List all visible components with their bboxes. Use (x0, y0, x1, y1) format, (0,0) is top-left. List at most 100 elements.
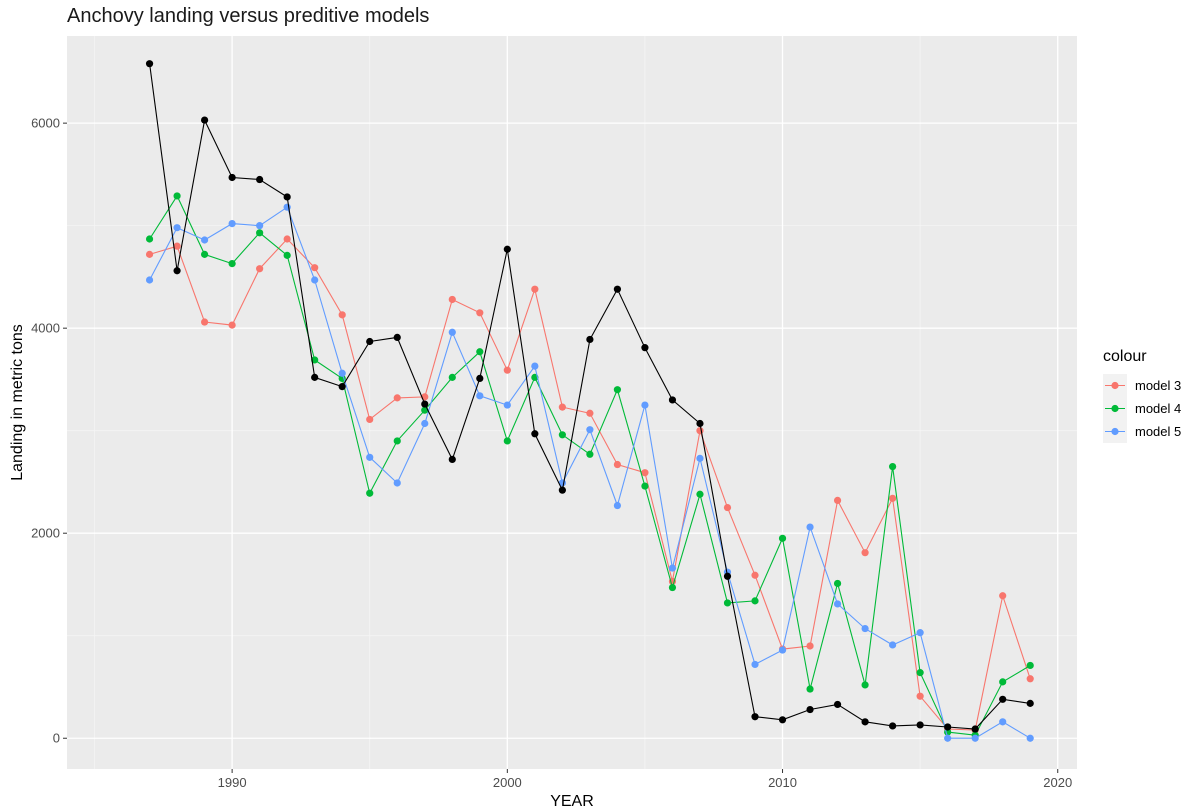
observed-point (201, 116, 209, 124)
model-3-point (311, 264, 319, 272)
model-4-point (696, 490, 704, 498)
model-3-point (613, 460, 622, 469)
model-3-point (366, 415, 374, 424)
model-4-point (256, 229, 264, 237)
y-axis-title: Landing in metric tons (9, 324, 26, 481)
observed-point (916, 721, 924, 729)
model-5-point (696, 454, 704, 462)
model-3-point (531, 285, 539, 293)
model-3-point (723, 503, 732, 512)
observed-point (1026, 699, 1034, 707)
model-5-point (641, 401, 649, 409)
legend-label: model 3 (1135, 378, 1181, 393)
model-3-point (256, 265, 264, 273)
observed-point (311, 373, 319, 381)
y-tick-label: 0 (53, 731, 60, 746)
model-5-point (228, 220, 236, 228)
observed-point (778, 716, 787, 724)
observed-point (558, 486, 566, 494)
model-3-point (696, 427, 704, 435)
model-4-point (145, 235, 154, 243)
model-5-point (916, 629, 924, 637)
observed-point (503, 245, 511, 253)
model-3-point (999, 592, 1007, 600)
model-5-point (503, 401, 511, 409)
legend-label: model 4 (1135, 401, 1181, 416)
x-tick-label: 2020 (1043, 775, 1072, 790)
model-4-point (558, 431, 566, 439)
model-5-point (861, 624, 869, 633)
model-4-point (641, 482, 649, 490)
model-4-point (503, 437, 511, 445)
model-3-point (806, 642, 814, 650)
observed-point (944, 723, 952, 731)
observed-point (641, 344, 649, 352)
observed-point (586, 335, 594, 344)
model-3-point (889, 494, 897, 502)
observed-point (668, 396, 677, 404)
observed-point (723, 572, 732, 580)
model-5-point (201, 236, 209, 244)
observed-point (256, 175, 264, 184)
model-4-point (861, 681, 869, 689)
model-4-point (751, 597, 759, 605)
model-5-point (806, 523, 814, 531)
model-4-point (613, 386, 622, 394)
model-3-point (283, 235, 291, 243)
model-3-point (173, 242, 181, 250)
model-5-point (971, 734, 979, 742)
model-4-point (668, 583, 677, 592)
chart-title: Anchovy landing versus preditive models (67, 5, 430, 27)
model-4-point (311, 356, 319, 364)
observed-point (448, 455, 456, 463)
model-5-point (1026, 734, 1034, 742)
model-5-point (668, 564, 677, 572)
legend-key-point (1111, 381, 1119, 390)
model-5-point (421, 419, 429, 428)
model-5-point (833, 600, 842, 608)
model-3-point (751, 571, 759, 579)
observed-point (531, 430, 539, 438)
legend-key-point (1111, 427, 1119, 436)
model-5-point (173, 224, 181, 232)
model-3-point (393, 394, 401, 402)
model-4-point (476, 348, 484, 356)
model-4-point (448, 373, 456, 381)
observed-point (476, 374, 484, 383)
model-5-point (613, 501, 622, 510)
observed-point (173, 267, 181, 275)
x-tick-label: 1990 (218, 775, 247, 790)
model-3-point (228, 321, 236, 329)
model-5-point (778, 646, 787, 654)
model-3-point (558, 403, 566, 411)
model-3-point (641, 469, 649, 477)
model-5-point (448, 328, 456, 336)
observed-point (999, 695, 1007, 703)
observed-point (393, 333, 401, 342)
observed-point (338, 383, 346, 391)
model-3-point (503, 366, 511, 374)
model-5-point (338, 369, 346, 377)
model-3-point (833, 496, 842, 505)
model-4-point (173, 192, 181, 200)
model-3-point (448, 295, 456, 304)
model-3-point (1026, 675, 1034, 683)
model-4-point (889, 462, 897, 471)
model-3-point (338, 311, 346, 319)
model-5-point (393, 479, 401, 487)
model-3-point (916, 692, 924, 700)
legend-title: colour (1103, 348, 1147, 365)
model-4-point (201, 250, 209, 258)
observed-point (806, 705, 814, 714)
model-5-point (145, 276, 154, 284)
model-5-point (944, 734, 952, 742)
model-4-point (586, 450, 594, 458)
model-5-point (751, 660, 759, 669)
model-4-point (916, 669, 924, 677)
model-5-point (256, 222, 264, 230)
legend-label: model 5 (1135, 424, 1181, 439)
model-4-point (1026, 661, 1034, 670)
y-tick-label: 6000 (31, 116, 60, 131)
model-4-point (366, 489, 374, 497)
model-5-point (531, 362, 539, 370)
